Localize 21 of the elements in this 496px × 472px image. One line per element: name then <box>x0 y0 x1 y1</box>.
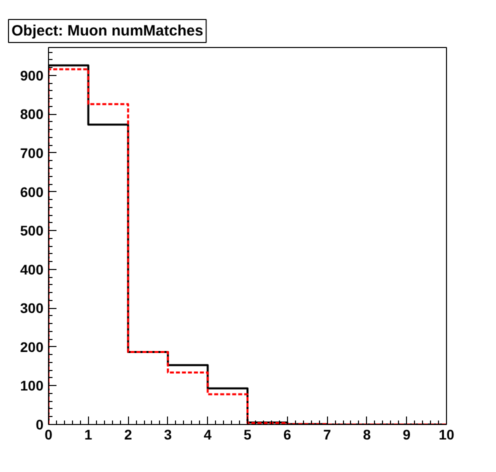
x-tick-label: 1 <box>84 426 92 442</box>
x-tick-label: 4 <box>204 426 212 442</box>
y-tick-label: 300 <box>20 300 44 316</box>
x-tick-label: 7 <box>323 426 332 442</box>
x-tick-label: 5 <box>244 426 252 442</box>
y-tick-label: 700 <box>20 145 44 161</box>
y-tick-label: 200 <box>20 338 44 355</box>
y-tick-label: 900 <box>20 67 44 84</box>
y-tick-label: 600 <box>20 184 44 200</box>
y-tick-label: 500 <box>20 222 44 239</box>
y-tick-label: 0 <box>36 416 44 432</box>
y-tick-label: 400 <box>20 261 44 278</box>
x-tick-label: 8 <box>363 426 372 442</box>
y-tick-label: 800 <box>20 106 44 122</box>
x-tick-label: 3 <box>164 426 172 442</box>
x-tick-label: 6 <box>283 426 292 442</box>
x-tick-label: 9 <box>402 426 411 442</box>
chart-title: Object: Muon numMatches <box>12 22 204 40</box>
x-tick-label: 10 <box>438 426 454 442</box>
y-tick-label: 100 <box>20 378 44 394</box>
x-tick-label: 2 <box>124 426 132 442</box>
